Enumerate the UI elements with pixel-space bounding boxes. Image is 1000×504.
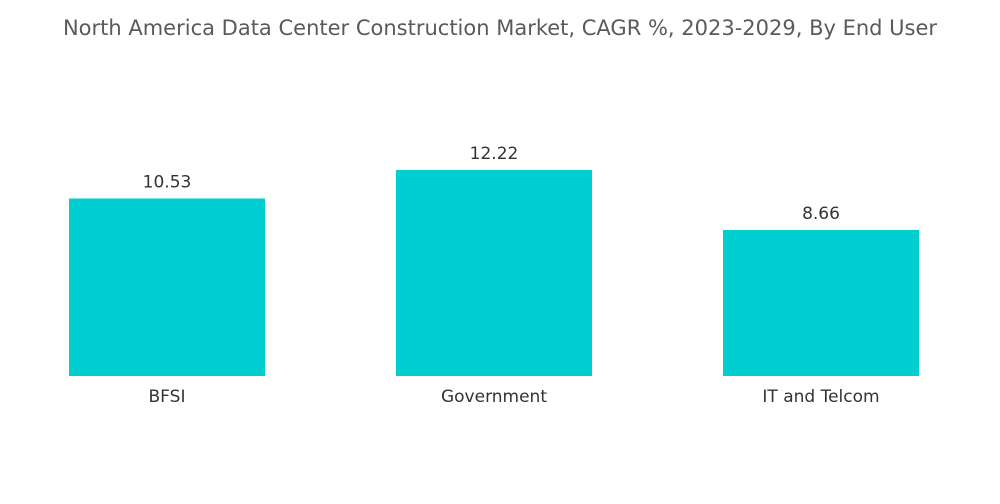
bar-bfsi [69,198,265,376]
bar-government [396,170,592,376]
category-label: Government [441,387,547,407]
chart-title: North America Data Center Construction M… [62,16,938,40]
value-label: 8.66 [802,204,840,224]
labels-layer: 10.53 BFSI 12.22 Government 8.66 IT and Telco… [143,144,880,407]
bars-layer [69,170,919,376]
category-label: IT and Telcom [762,387,879,407]
value-label: 12.22 [470,144,519,164]
bar-it-and-telcom [723,230,919,376]
category-label: BFSI [149,387,186,407]
value-label: 10.53 [143,172,192,192]
